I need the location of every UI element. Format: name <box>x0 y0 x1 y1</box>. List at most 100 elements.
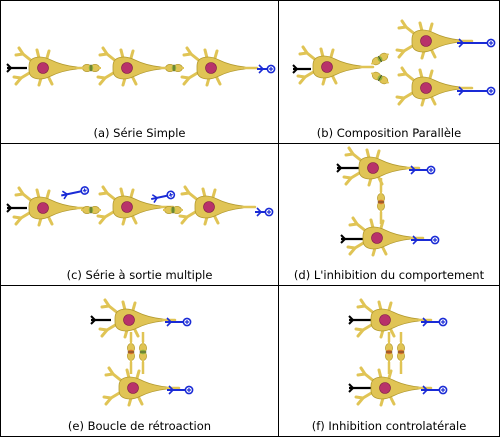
neuron-2 <box>96 46 175 87</box>
inhibitory-synapse-left <box>385 342 393 362</box>
panel-e-diagram <box>90 298 194 407</box>
dendrite <box>133 328 140 338</box>
dendrite <box>430 96 437 106</box>
panel-a-diagram <box>6 46 276 87</box>
dendrite <box>131 301 137 312</box>
input-arrow-icon <box>336 163 359 173</box>
dendrite <box>14 192 25 197</box>
nucleus <box>121 201 133 213</box>
input-arrow-icon <box>6 63 27 73</box>
input-arrow-icon <box>348 383 371 393</box>
dendrite <box>381 246 388 256</box>
neuron-1 <box>12 186 91 227</box>
output-terminal-icon <box>421 385 448 395</box>
neuron-bottom <box>395 66 474 107</box>
dendrite <box>180 75 191 80</box>
input-arrow-icon <box>348 315 371 325</box>
dendrite <box>45 189 51 200</box>
dendrite <box>102 395 113 400</box>
panel-inhibition-comportement: (d) L'inhibition du comportement <box>278 143 500 286</box>
dendrite <box>379 219 385 230</box>
neuron-source <box>296 45 375 86</box>
soma-body <box>370 376 420 400</box>
dendrite <box>397 25 408 30</box>
output-terminal-icon <box>165 317 192 327</box>
dendrite <box>182 52 193 57</box>
panel-f-diagram <box>348 298 448 407</box>
soma-body <box>362 226 412 250</box>
input-arrow-icon <box>90 315 111 325</box>
nucleus <box>127 382 139 394</box>
soma-body <box>194 195 244 219</box>
synapse-2-3 <box>164 64 184 72</box>
synapse-1-2 <box>81 206 101 214</box>
dendrite <box>96 214 107 219</box>
dendrite <box>397 72 408 77</box>
panel-boucle-retroaction: (e) Boucle de rétroaction <box>0 285 279 437</box>
dendrite <box>389 396 396 406</box>
inhibitory-synapse <box>377 192 385 212</box>
input-arrow-icon <box>340 234 363 244</box>
dendrite <box>331 75 338 85</box>
panel-b-caption: (b) Composition Parallèle <box>316 126 462 140</box>
inhibitory-synapse <box>127 342 135 362</box>
panel-serie-simple: (a) Série Simple <box>0 0 279 144</box>
soma-body <box>28 196 78 220</box>
nucleus <box>205 62 217 74</box>
dendrite <box>178 214 189 219</box>
dendrite <box>346 245 357 250</box>
nucleus <box>203 201 215 213</box>
dendrite <box>387 301 393 312</box>
nucleus <box>420 35 432 47</box>
neuron-3 <box>178 185 257 226</box>
panel-inhibition-controlaterale: (f) Inhibition controlatérale <box>278 285 500 437</box>
dendrite <box>213 49 219 60</box>
input-arrow-icon <box>292 64 311 74</box>
neuron-3 <box>180 46 259 87</box>
neuron-bottom <box>346 216 425 257</box>
output-terminal-icon <box>421 317 448 327</box>
synapse-1-2 <box>81 64 101 72</box>
soma-body <box>112 56 162 80</box>
neuron-bottom <box>102 366 181 407</box>
dendrite <box>348 222 359 227</box>
soma-body <box>118 376 168 400</box>
panel-serie-sortie-multiple: (c) Série à sortie multiple <box>0 143 279 286</box>
dendrite <box>354 327 365 332</box>
panel-c-diagram <box>6 185 274 227</box>
dendrite <box>428 69 434 80</box>
panel-e-caption: (e) Boucle de rétroaction <box>67 419 212 433</box>
soma-body <box>114 308 164 332</box>
dendrite <box>356 304 367 309</box>
soma-body <box>358 156 408 180</box>
neuron-bottom <box>354 366 433 407</box>
dendrite <box>131 215 138 225</box>
input-arrow-icon <box>6 203 27 213</box>
nucleus <box>367 162 379 174</box>
soma-body <box>28 56 78 80</box>
dendrite <box>96 75 107 80</box>
soma-body <box>370 308 420 332</box>
dendrite <box>98 327 109 332</box>
panel-b-diagram <box>292 19 496 107</box>
panel-composition-parallele: (b) Composition Parallèle <box>278 0 500 144</box>
dendrite <box>131 76 138 86</box>
panel-a-caption: (a) Série Simple <box>93 126 186 140</box>
neuron-2 <box>96 185 175 226</box>
synapse-bottom <box>370 71 390 85</box>
nucleus <box>420 82 432 94</box>
dendrite <box>329 48 335 59</box>
output-terminal-icon <box>457 86 496 96</box>
output-terminal-icon <box>411 235 440 245</box>
synapse-2-3 <box>163 206 183 214</box>
dendrite <box>100 304 111 309</box>
neuron-top <box>98 298 177 339</box>
panel-d-caption: (d) L'inhibition du comportement <box>293 268 485 282</box>
output-terminal-icon <box>151 190 176 204</box>
nucleus <box>379 314 391 326</box>
soma-body <box>312 55 362 79</box>
dendrite <box>47 216 54 226</box>
dendrite <box>215 76 222 86</box>
output-terminal-icon <box>457 38 496 48</box>
